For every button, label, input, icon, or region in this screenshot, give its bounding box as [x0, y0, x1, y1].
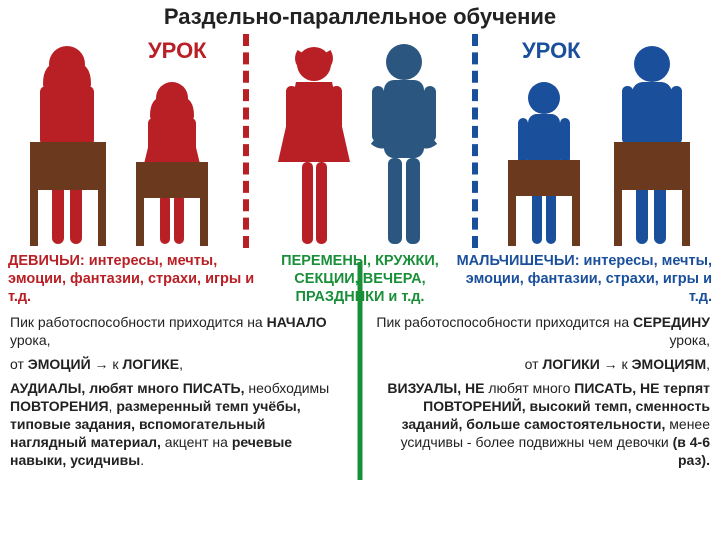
- divider-left-dashed: [243, 34, 249, 248]
- g-p2e: ,: [179, 356, 183, 372]
- g-p1c: урока,: [10, 332, 51, 348]
- g-p3h: .: [140, 452, 144, 468]
- b-p2a: от: [525, 356, 543, 372]
- g-p3b: необходимы: [245, 380, 330, 396]
- boys-body: Пик работоспособности приходится на СЕРЕ…: [375, 314, 710, 475]
- g-p2c: → к: [91, 356, 123, 372]
- mixed-figures: [256, 34, 466, 248]
- b-p2c: → к: [600, 356, 632, 372]
- g-p1a: Пик работоспособности приходится на: [10, 314, 267, 330]
- g-p2a: от: [10, 356, 28, 372]
- b-p1c: урока,: [669, 332, 710, 348]
- boys-figures: [486, 34, 712, 248]
- center-green-line: [358, 262, 363, 479]
- b-p2e: ,: [706, 356, 710, 372]
- g-p1b: НАЧАЛО: [267, 314, 327, 330]
- b-p3a: ВИЗУАЛЫ, НЕ: [387, 380, 488, 396]
- b-p3b: любят много: [488, 380, 570, 396]
- b-p2d: ЭМОЦИЯМ: [632, 356, 707, 372]
- divider-right-dashed: [472, 34, 478, 248]
- girls-figures: [12, 34, 238, 248]
- b-p2b: ЛОГИКИ: [542, 356, 599, 372]
- g-p3a: АУДИАЛЫ, любят много ПИСАТЬ,: [10, 380, 245, 396]
- g-p3c: ПОВТОРЕНИЯ: [10, 398, 109, 414]
- g-p3f: акцент на: [161, 434, 232, 450]
- b-p1a: Пик работоспособности приходится на: [376, 314, 633, 330]
- boys-heading: МАЛЬЧИШЕЧЬИ: интересы, мечты, эмоции, фа…: [456, 252, 712, 306]
- main-title: Раздельно-параллельное обучение: [0, 0, 720, 30]
- girls-heading: ДЕВИЧЬИ: интересы, мечты, эмоции, фантаз…: [8, 252, 264, 306]
- g-p2b: ЭМОЦИЙ: [28, 356, 91, 372]
- g-p2d: ЛОГИКЕ: [122, 356, 179, 372]
- b-p3e: (в 4-6 раз).: [673, 434, 710, 468]
- girls-body: Пик работоспособности приходится на НАЧА…: [10, 314, 345, 475]
- lower-section: Пик работоспособности приходится на НАЧА…: [0, 314, 720, 475]
- illustration-stage: УРОК УРОК: [0, 30, 720, 248]
- b-p1b: СЕРЕДИНУ: [633, 314, 710, 330]
